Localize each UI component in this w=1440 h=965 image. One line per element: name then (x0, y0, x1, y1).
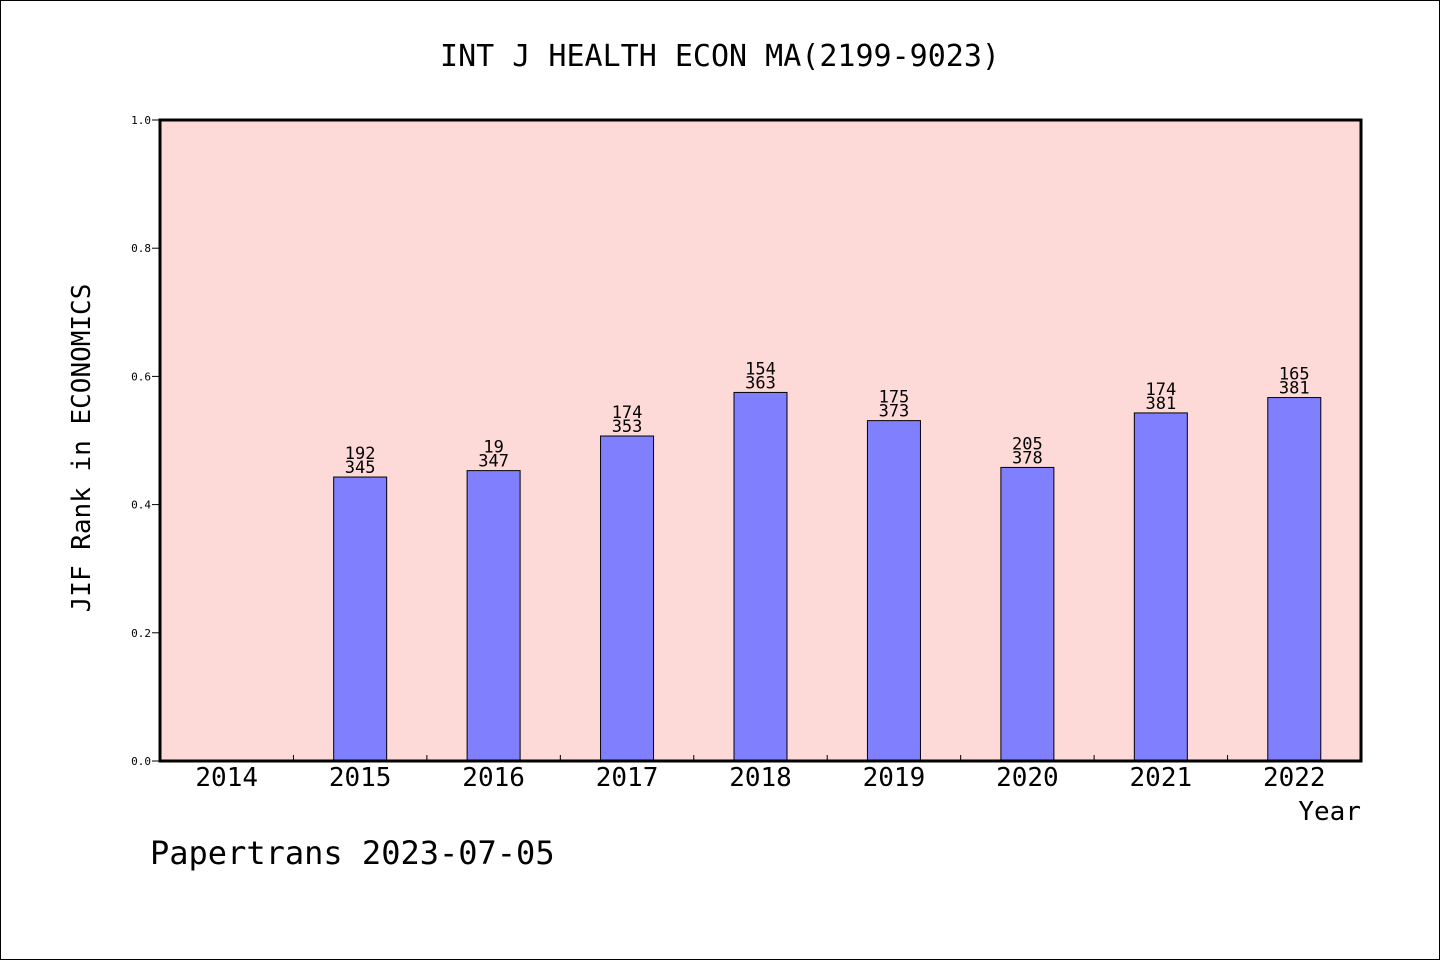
y-tick-label: 0.6 (131, 370, 151, 383)
bar-rank-label: 175 (879, 388, 910, 408)
bar-2022 (1267, 397, 1322, 762)
bar-rank-label: 174 (1145, 380, 1176, 400)
bar-2019 (866, 420, 921, 762)
bar-rank-label: 192 (345, 444, 376, 464)
x-axis: 2014 2015 2016 2017 2018 2019 2020 2021 2022 (195, 755, 1326, 793)
y-tick-label: 0.4 (131, 499, 151, 512)
footer-credit: Papertrans 2023-07-05 (150, 834, 555, 872)
x-tick-label: 2019 (863, 763, 926, 793)
x-tick-label: 2015 (329, 763, 392, 793)
bar-total-label: 347 (478, 452, 509, 472)
y-tick-label: 0.8 (131, 242, 151, 255)
bar-total-label: 378 (1012, 448, 1043, 468)
bar-rank-label: 174 (612, 403, 643, 423)
y-tick-label: 0.2 (131, 627, 151, 640)
bar-rank-label: 154 (745, 359, 776, 379)
bar-total-label: 381 (1279, 379, 1310, 399)
bar-total-label: 381 (1145, 394, 1176, 414)
x-tick-label: 2022 (1263, 763, 1326, 793)
bar-rank-label: 19 (483, 438, 503, 458)
bar-total-label: 363 (745, 373, 776, 393)
bar-2020 (1000, 466, 1055, 762)
bar-rank-label: 205 (1012, 434, 1043, 454)
x-tick-label: 2017 (596, 763, 659, 793)
bar-total-label: 345 (345, 458, 376, 478)
bars-group (333, 391, 1322, 762)
bar-2015 (333, 476, 388, 762)
chart-title: INT J HEALTH ECON MA(2199-9023) (440, 39, 1000, 74)
x-tick-label: 2014 (195, 763, 258, 793)
bar-2017 (600, 435, 655, 762)
x-tick-label: 2016 (462, 763, 525, 793)
x-tick-label: 2018 (729, 763, 792, 793)
plot-frame (158, 118, 1363, 763)
bar-total-label: 373 (879, 402, 910, 422)
y-tick-label: 1.0 (131, 114, 151, 127)
y-axis-label: JIF Rank in ECONOMICS (67, 284, 97, 613)
bar-2018 (733, 391, 788, 762)
y-axis: 0.0 0.2 0.4 0.6 0.8 1.0 (131, 114, 160, 768)
x-tick-label: 2020 (996, 763, 1059, 793)
bar-2016 (466, 470, 521, 762)
x-axis-label: Year (1298, 797, 1361, 827)
bar-rank-label: 165 (1279, 365, 1310, 385)
x-tick-label: 2021 (1130, 763, 1193, 793)
bar-2021 (1133, 412, 1188, 762)
y-tick-label: 0.0 (131, 755, 151, 768)
bar-total-label: 353 (612, 417, 643, 437)
